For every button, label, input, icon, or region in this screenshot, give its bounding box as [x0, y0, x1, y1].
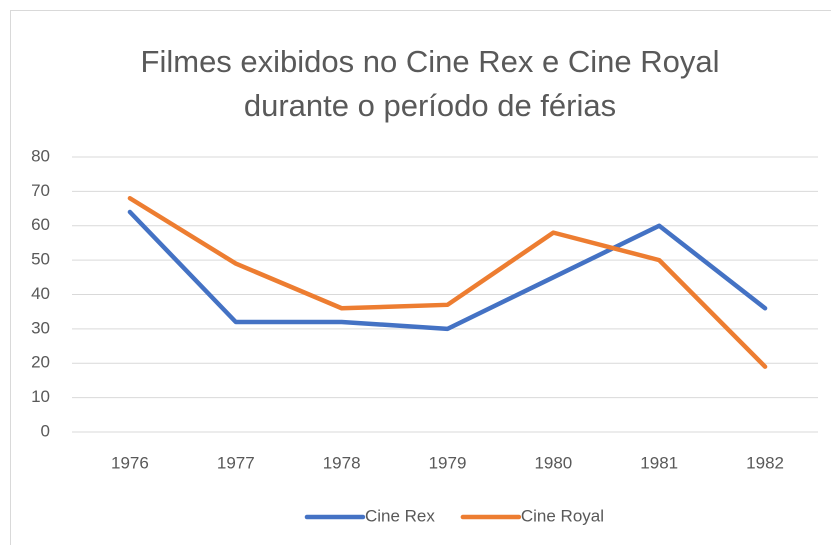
x-tick-label: 1980 [534, 453, 572, 472]
y-tick-label: 60 [31, 215, 50, 234]
y-tick-label: 10 [31, 387, 50, 406]
y-tick-label: 40 [31, 284, 50, 303]
chart-frame [10, 10, 831, 545]
x-tick-label: 1981 [640, 453, 678, 472]
x-tick-label: 1978 [323, 453, 361, 472]
y-tick-label: 70 [31, 181, 50, 200]
x-tick-label: 1977 [217, 453, 255, 472]
y-tick-label: 50 [31, 250, 50, 269]
legend-label: Cine Rex [365, 506, 435, 525]
y-tick-label: 80 [31, 146, 50, 165]
series-line [127, 209, 768, 332]
x-tick-label: 1979 [429, 453, 467, 472]
x-tick-label: 1982 [746, 453, 784, 472]
series-line [127, 196, 768, 369]
y-tick-label: 30 [31, 318, 50, 337]
chart-title: Filmes exibidos no Cine Rex e Cine Royal… [140, 44, 720, 123]
x-tick-label: 1976 [111, 453, 149, 472]
y-tick-label: 0 [41, 421, 50, 440]
legend-label: Cine Royal [521, 506, 604, 525]
y-tick-label: 20 [31, 353, 50, 372]
